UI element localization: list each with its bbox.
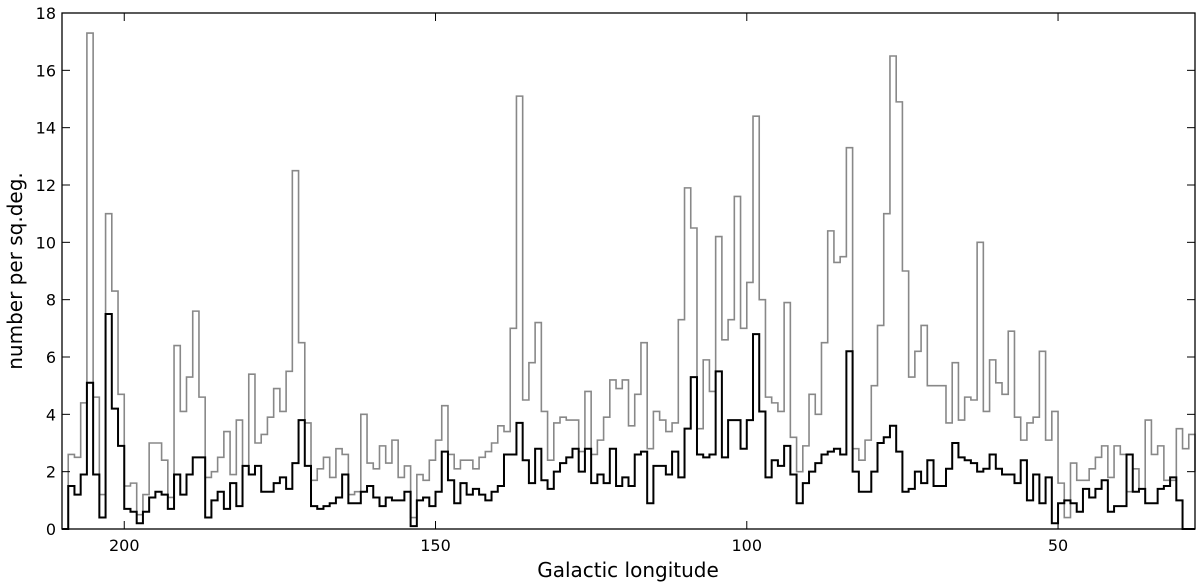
x-axis-label: Galactic longitude — [537, 558, 719, 582]
y-tick-label: 14 — [36, 119, 56, 138]
y-tick-label: 10 — [36, 233, 56, 252]
plot-frame — [61, 12, 1196, 530]
series-layer — [62, 32, 1196, 530]
y-tick-label: 18 — [36, 4, 56, 23]
x-tick-label: 150 — [420, 536, 451, 555]
x-tick-label: 50 — [1048, 536, 1068, 555]
y-tick-label: 0 — [46, 520, 56, 539]
y-tick-label: 6 — [46, 348, 56, 367]
x-tick-label: 100 — [732, 536, 763, 555]
y-tick-label: 12 — [36, 176, 56, 195]
y-tick-label: 4 — [46, 405, 56, 424]
y-tick-label: 16 — [36, 61, 56, 80]
y-axis-label: number per sq.deg. — [3, 172, 27, 370]
x-tick-label: 200 — [109, 536, 140, 555]
series-line-2 — [62, 313, 1195, 530]
y-tick-label: 8 — [46, 291, 56, 310]
series-line-1 — [62, 32, 1196, 530]
y-tick-label: 2 — [46, 463, 56, 482]
y-axis-ticks: 0 2 4 6 8 10 12 14 16 18 — [36, 4, 1195, 539]
x-axis-ticks: 200 150 100 50 — [109, 13, 1068, 555]
